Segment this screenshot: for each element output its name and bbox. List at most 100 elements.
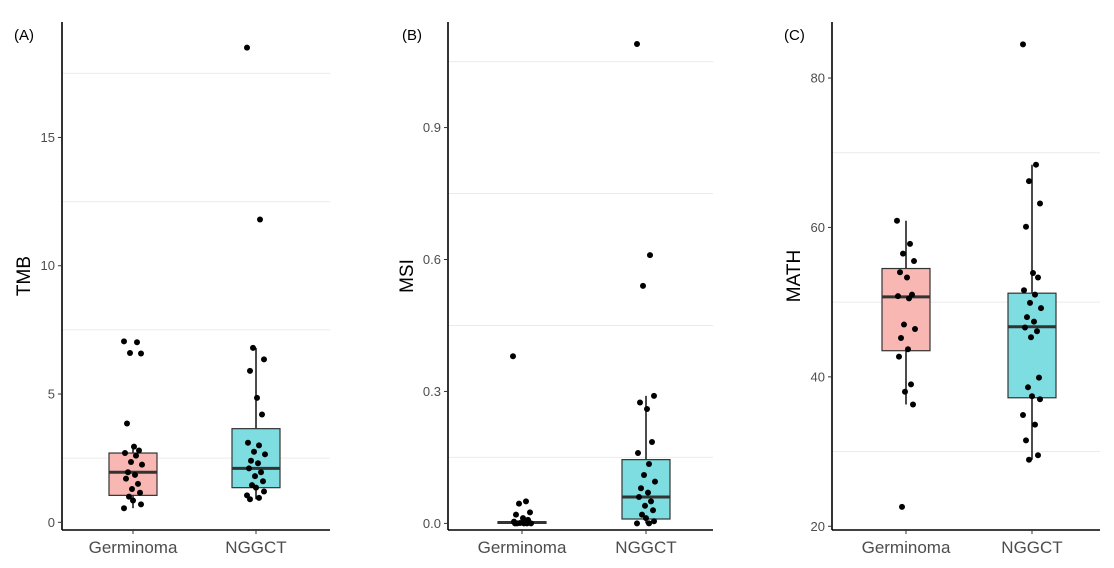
data-point-germinoma (911, 258, 917, 265)
data-point-germinoma (900, 250, 906, 257)
data-point-nggct (259, 411, 265, 418)
data-point-germinoma (912, 326, 918, 333)
data-point-nggct (1022, 324, 1028, 331)
y-axis-title: MATH (784, 250, 805, 302)
data-point-germinoma (130, 497, 136, 504)
data-point-nggct (245, 439, 251, 446)
data-point-nggct (634, 520, 640, 527)
data-point-germinoma (512, 520, 518, 527)
data-point-germinoma (125, 469, 131, 476)
data-point-nggct (643, 515, 649, 522)
y-tick-label: 0.0 (423, 516, 441, 531)
panel-label: (C) (784, 27, 805, 44)
y-tick-label: 0.3 (423, 384, 441, 399)
data-point-nggct (1026, 456, 1032, 463)
data-point-nggct (256, 442, 262, 449)
data-point-germinoma (896, 353, 902, 360)
y-tick-label: 0 (48, 515, 55, 530)
data-point-germinoma (516, 500, 522, 507)
data-point-germinoma (135, 480, 141, 487)
data-point-nggct (1023, 437, 1029, 444)
data-point-nggct (648, 498, 654, 505)
data-point-nggct (257, 216, 263, 223)
data-point-nggct (244, 44, 250, 51)
y-tick-label: 15 (41, 130, 55, 145)
data-point-nggct (1023, 223, 1029, 230)
data-point-nggct (1029, 393, 1035, 400)
data-point-germinoma (897, 269, 903, 276)
data-point-germinoma (901, 321, 907, 328)
data-point-nggct (247, 367, 253, 374)
data-point-nggct (1020, 411, 1026, 418)
data-point-nggct (1031, 318, 1037, 325)
x-tick-label-nggct: NGGCT (1001, 538, 1062, 557)
data-point-nggct (1037, 200, 1043, 207)
data-point-nggct (1027, 299, 1033, 306)
x-tick-label-germinoma: Germinoma (478, 538, 567, 557)
x-tick-label-nggct: NGGCT (225, 538, 286, 557)
data-point-germinoma (129, 485, 135, 492)
data-point-germinoma (139, 461, 145, 468)
data-point-germinoma (527, 509, 533, 516)
y-tick-label: 0.9 (423, 120, 441, 135)
data-point-germinoma (524, 520, 530, 527)
y-tick-label: 5 (48, 387, 55, 402)
data-point-nggct (260, 478, 266, 485)
y-axis-title: MSI (397, 259, 418, 293)
data-point-nggct (650, 507, 656, 514)
data-point-nggct (1032, 421, 1038, 428)
y-axis-title: TMB (14, 256, 35, 296)
data-point-nggct (646, 520, 652, 527)
y-tick-label: 40 (811, 369, 825, 384)
data-point-nggct (651, 518, 657, 525)
box-germinoma (881, 220, 931, 405)
data-point-germinoma (895, 293, 901, 300)
data-point-germinoma (137, 489, 143, 496)
data-point-nggct (640, 282, 646, 289)
data-point-germinoma (132, 471, 138, 478)
panel-3: 20 40 60 80 Germinoma NGGCT MATH (C) (784, 22, 1100, 557)
data-point-nggct (262, 451, 268, 458)
data-point-nggct (1025, 384, 1031, 391)
data-point-germinoma (905, 346, 911, 353)
data-point-nggct (1033, 161, 1039, 168)
data-point-germinoma (122, 450, 128, 457)
data-point-germinoma (894, 217, 900, 224)
data-point-germinoma (121, 505, 127, 512)
data-point-germinoma (898, 335, 904, 342)
box-iqr (1007, 292, 1057, 399)
data-point-nggct (248, 457, 254, 464)
box-nggct (621, 395, 671, 524)
data-point-germinoma (123, 475, 129, 482)
data-point-germinoma (138, 350, 144, 357)
data-point-nggct (1035, 274, 1041, 281)
data-point-nggct (636, 494, 642, 501)
data-point-nggct (651, 392, 657, 399)
data-point-nggct (261, 488, 267, 495)
y-tick-label: 60 (811, 220, 825, 235)
data-point-nggct (1030, 270, 1036, 277)
data-point-germinoma (910, 401, 916, 408)
data-point-nggct (635, 450, 641, 457)
data-point-nggct (261, 356, 267, 363)
data-point-nggct (1021, 287, 1027, 294)
data-point-germinoma (510, 353, 516, 360)
data-point-germinoma (902, 388, 908, 395)
box-nggct (1007, 164, 1057, 460)
data-point-nggct (255, 460, 261, 467)
data-point-germinoma (128, 459, 134, 466)
y-tick-label: 80 (811, 71, 825, 86)
data-point-germinoma (138, 501, 144, 508)
data-point-nggct (252, 473, 258, 480)
x-tick-label-germinoma: Germinoma (89, 538, 178, 557)
data-point-nggct (634, 40, 640, 47)
data-point-nggct (1026, 178, 1032, 185)
panel-1: 0 5 10 15 Germinoma NGGCT TMB (A) (14, 22, 330, 557)
data-point-nggct (258, 469, 264, 476)
x-tick-label-germinoma: Germinoma (862, 538, 951, 557)
data-point-germinoma (136, 447, 142, 454)
data-point-nggct (247, 496, 253, 503)
data-point-nggct (644, 406, 650, 413)
panel-label: (B) (402, 27, 422, 44)
y-tick-label: 10 (41, 258, 55, 273)
